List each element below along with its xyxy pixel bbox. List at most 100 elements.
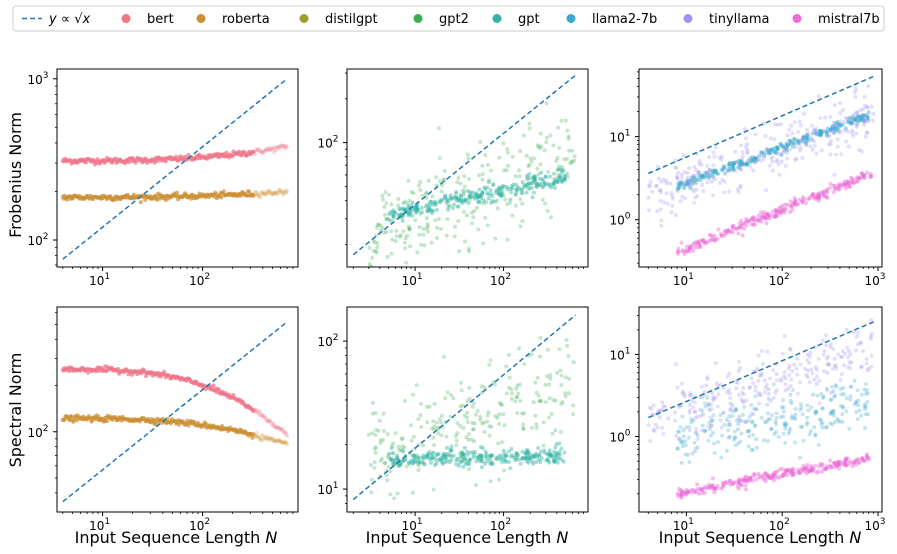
point-gpt2 <box>436 426 441 431</box>
point-tinyllama <box>759 373 764 378</box>
point-mistral7b <box>744 219 749 224</box>
point-llama2-7b <box>832 408 837 413</box>
point-tinyllama <box>694 426 699 431</box>
point-mistral7b <box>712 238 717 243</box>
point-mistral7b <box>713 237 718 242</box>
point-mistral7b <box>851 181 856 186</box>
point-llama2-7b <box>866 412 871 417</box>
point-mistral7b <box>803 467 808 472</box>
point-llama2-7b <box>828 127 833 132</box>
point-llama2-7b <box>814 132 819 137</box>
point-gpt <box>479 194 484 199</box>
point-gpt <box>428 460 433 465</box>
point-llama2-7b <box>848 397 853 402</box>
point-gpt2 <box>520 219 525 224</box>
point-bert <box>258 148 263 153</box>
point-tinyllama <box>828 345 833 350</box>
point-gpt2 <box>375 245 380 250</box>
point-roberta <box>254 430 259 435</box>
point-mistral7b <box>764 217 769 221</box>
point-tinyllama <box>808 144 813 149</box>
point-llama2-7b <box>818 132 822 137</box>
point-mistral7b <box>836 462 841 467</box>
point-gpt2 <box>470 221 475 226</box>
point-mistral7b <box>801 463 806 468</box>
point-gpt2 <box>405 233 410 238</box>
point-gpt2 <box>372 240 377 245</box>
point-gpt2 <box>407 226 412 231</box>
point-mistral7b <box>736 480 741 485</box>
point-gpt <box>524 451 529 456</box>
point-llama2-7b <box>703 404 708 409</box>
point-gpt2 <box>554 159 559 163</box>
point-llama2-7b <box>833 393 838 398</box>
point-llama2-7b <box>735 418 739 423</box>
point-llama2-7b <box>852 117 857 122</box>
point-roberta <box>266 188 271 193</box>
point-roberta <box>280 440 285 445</box>
point-bert <box>281 143 286 148</box>
point-gpt2 <box>424 191 429 196</box>
point-mistral7b <box>839 462 844 467</box>
point-llama2-7b <box>747 434 752 439</box>
point-gpt <box>426 451 430 456</box>
point-mistral7b <box>731 223 736 228</box>
point-gpt <box>474 459 479 464</box>
point-gpt2 <box>386 453 391 458</box>
point-llama2-7b <box>849 117 854 122</box>
point-gpt2 <box>382 278 386 282</box>
legend-marker-bert <box>121 14 131 23</box>
point-llama2-7b <box>824 133 829 138</box>
point-mistral7b <box>841 459 846 464</box>
point-llama2-7b <box>859 116 864 121</box>
point-gpt2 <box>418 179 423 184</box>
x-tick-label: 102 <box>189 517 210 533</box>
point-llama2-7b <box>804 142 809 147</box>
point-tinyllama <box>658 198 663 203</box>
point-bert <box>251 149 256 154</box>
point-llama2-7b <box>689 417 694 422</box>
point-mistral7b <box>824 187 829 192</box>
point-gpt2 <box>390 443 395 448</box>
point-gpt2 <box>480 163 485 168</box>
point-tinyllama <box>848 384 853 389</box>
point-bert <box>273 145 277 150</box>
point-roberta <box>264 192 269 197</box>
point-gpt <box>499 193 504 198</box>
point-tinyllama <box>838 130 843 135</box>
point-llama2-7b <box>801 134 806 139</box>
point-mistral7b <box>684 488 689 492</box>
point-gpt <box>396 213 401 217</box>
point-roberta <box>279 190 284 195</box>
point-tinyllama <box>835 144 840 149</box>
point-tinyllama <box>783 145 788 150</box>
point-gpt <box>388 219 393 223</box>
point-mistral7b <box>690 243 695 247</box>
point-gpt <box>487 454 492 459</box>
point-mistral7b <box>819 463 824 467</box>
point-tinyllama <box>717 155 722 160</box>
point-gpt2 <box>533 413 538 418</box>
point-tinyllama <box>805 375 810 380</box>
point-tinyllama <box>869 334 874 339</box>
xlabel-col2: Input Sequence Length N <box>366 528 569 547</box>
axes-frame <box>56 68 299 268</box>
point-gpt <box>508 186 513 191</box>
point-gpt <box>386 217 391 222</box>
point-gpt <box>559 168 564 173</box>
point-gpt2 <box>485 413 490 418</box>
axes-frame <box>638 306 883 513</box>
point-gpt2 <box>381 197 386 202</box>
point-gpt <box>500 190 505 195</box>
point-bert <box>174 154 179 159</box>
point-gpt <box>465 461 470 466</box>
point-gpt <box>486 196 491 201</box>
point-llama2-7b <box>799 405 804 410</box>
point-llama2-7b <box>699 175 704 179</box>
point-gpt <box>392 457 397 462</box>
point-gpt2 <box>497 412 502 417</box>
point-roberta <box>266 435 270 440</box>
point-mistral7b <box>773 214 778 219</box>
point-llama2-7b <box>848 394 853 399</box>
point-llama2-7b <box>857 408 862 413</box>
